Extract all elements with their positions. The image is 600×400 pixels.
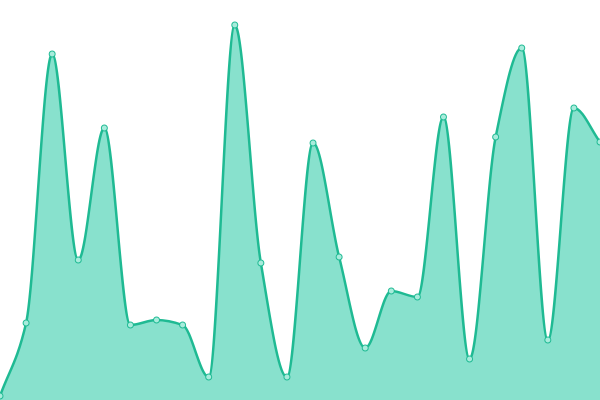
area-line: [0, 23, 600, 397]
data-point: [126, 321, 134, 329]
data-point: [518, 44, 526, 52]
data-point: [179, 321, 187, 329]
data-point: [283, 373, 291, 381]
data-point: [48, 50, 56, 58]
data-point: [100, 124, 108, 132]
data-point: [466, 355, 474, 363]
data-point: [387, 287, 395, 295]
data-point: [492, 133, 500, 141]
area-fill: [0, 25, 600, 400]
data-point: [544, 336, 552, 344]
data-point: [439, 113, 447, 121]
data-point: [596, 138, 600, 146]
data-point: [231, 21, 239, 29]
data-point: [22, 319, 30, 327]
data-point: [413, 293, 421, 301]
data-point: [257, 259, 265, 267]
data-point: [0, 392, 4, 400]
data-point: [570, 104, 578, 112]
data-point: [74, 256, 82, 264]
data-point: [335, 253, 343, 261]
data-point: [361, 344, 369, 352]
data-point: [205, 373, 213, 381]
data-point: [309, 139, 317, 147]
data-point: [153, 316, 161, 324]
